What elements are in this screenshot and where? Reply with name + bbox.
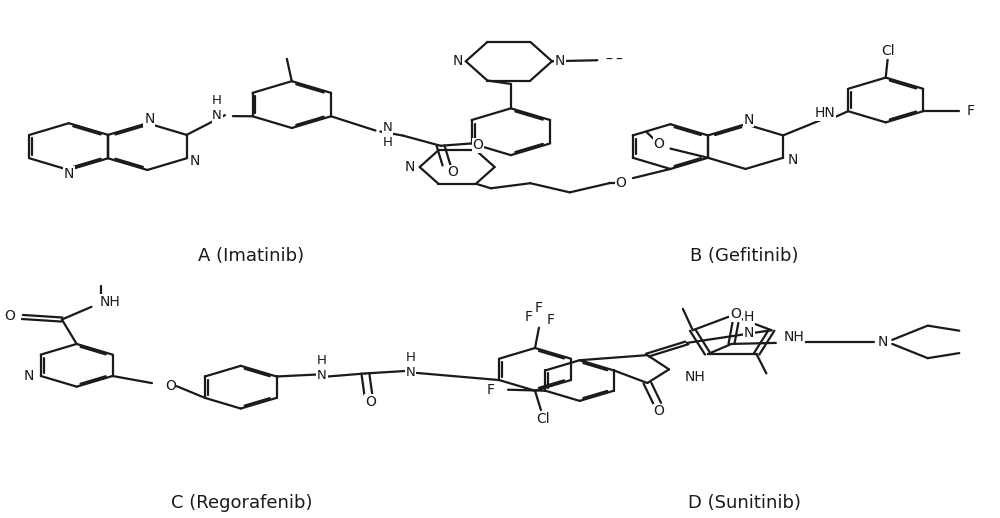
Text: O: O — [472, 138, 483, 152]
Text: NH: NH — [99, 295, 120, 309]
Text: O: O — [365, 395, 376, 409]
Text: H
N: H N — [406, 351, 416, 379]
Text: N: N — [189, 154, 200, 168]
Text: F: F — [525, 310, 533, 324]
Text: N: N — [24, 369, 34, 383]
Text: F: F — [967, 104, 975, 118]
Text: N: N — [64, 167, 74, 181]
Text: NH: NH — [685, 370, 706, 384]
Text: N: N — [144, 112, 155, 126]
Text: N: N — [405, 160, 415, 174]
Text: O: O — [730, 307, 741, 322]
Text: O: O — [4, 309, 15, 323]
Text: O: O — [616, 176, 627, 190]
Text: O: O — [654, 405, 665, 419]
Text: N: N — [453, 54, 463, 68]
Text: F: F — [547, 312, 555, 326]
Text: Cl: Cl — [881, 44, 894, 58]
Text: O: O — [165, 379, 176, 393]
Text: N: N — [877, 335, 888, 349]
Text: N
H: N H — [382, 121, 392, 149]
Text: –: – — [616, 53, 622, 67]
Text: H
N: H N — [317, 354, 327, 382]
Text: HN: HN — [814, 106, 835, 120]
Text: O: O — [653, 137, 664, 151]
Text: H
N: H N — [744, 310, 754, 340]
Text: NH: NH — [784, 330, 804, 344]
Text: O: O — [447, 165, 458, 179]
Text: N: N — [788, 153, 798, 167]
Text: N: N — [743, 112, 754, 126]
Text: A (Imatinib): A (Imatinib) — [198, 247, 304, 265]
Text: N: N — [555, 54, 565, 68]
Text: H
N: H N — [212, 94, 222, 122]
Text: Cl: Cl — [536, 412, 550, 426]
Text: –: – — [606, 53, 613, 67]
Text: C (Regorafenib): C (Regorafenib) — [171, 494, 312, 512]
Text: D (Sunitinib): D (Sunitinib) — [688, 494, 801, 512]
Text: F: F — [486, 383, 494, 397]
Text: B (Gefitinib): B (Gefitinib) — [690, 247, 799, 265]
Text: F: F — [535, 301, 543, 315]
